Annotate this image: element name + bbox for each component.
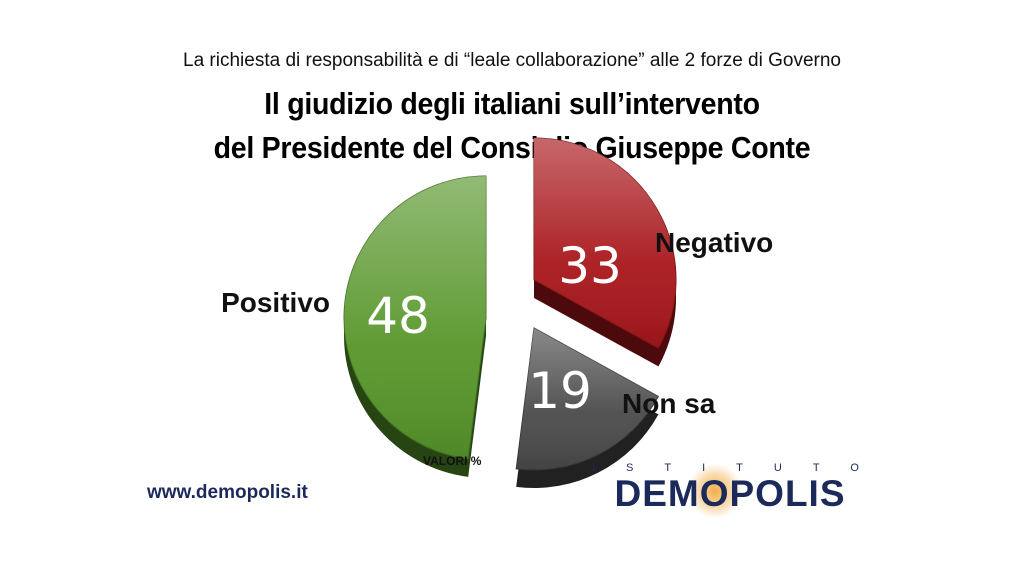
chart-title-line-1: Il giudizio degli italiani sull’interven… [264,86,760,121]
pie-slice-shine-non-sa [516,328,659,470]
logo-istituto-text: ISTITUTO [592,462,890,474]
pie-value-positivo: 48 [366,287,430,345]
chart-title-line-2: del Presidente del Consiglio Giuseppe Co… [213,130,811,165]
pie-value-non-sa: 19 [528,362,592,420]
website-link[interactable]: www.demopolis.it [147,482,308,503]
pie-slice-shine-negativo [534,138,676,349]
pie-slice-shine-positivo [344,176,486,459]
pie-label-positivo: Positivo [221,287,330,318]
demopolis-logo: ISTITUTO DEMOPOLIS [592,462,868,518]
chart-subtitle: La richiesta di responsabilità e di “lea… [183,50,841,71]
pie-value-negativo: 33 [558,237,622,295]
logo-glow [688,464,742,518]
pie-label-non-sa: Non sa [622,388,716,419]
pie-label-negativo: Negativo [655,227,773,258]
values-unit-note: VALORI % [423,454,482,468]
logo-name-text: DEMOPOLIS [614,473,846,514]
